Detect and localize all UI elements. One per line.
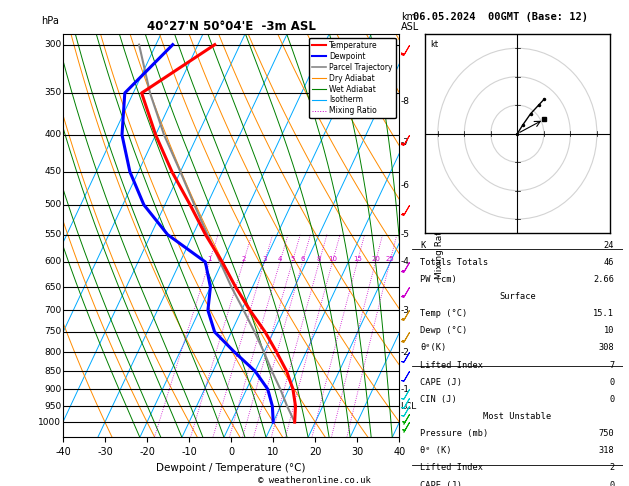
Text: 2: 2 <box>241 256 245 262</box>
Text: Lifted Index: Lifted Index <box>420 464 484 472</box>
Text: 750: 750 <box>44 328 61 336</box>
Text: 350: 350 <box>44 88 61 98</box>
Text: Dewp (°C): Dewp (°C) <box>420 326 468 335</box>
Text: Temp (°C): Temp (°C) <box>420 309 468 318</box>
Text: -6: -6 <box>400 181 409 190</box>
Text: K: K <box>420 241 426 249</box>
Text: ASL: ASL <box>401 22 420 32</box>
Text: 15.1: 15.1 <box>593 309 615 318</box>
Text: 2: 2 <box>609 464 615 472</box>
Text: 318: 318 <box>599 446 615 455</box>
Text: 550: 550 <box>44 230 61 239</box>
Text: Pressure (mb): Pressure (mb) <box>420 429 489 438</box>
Text: 0: 0 <box>609 395 615 404</box>
X-axis label: Dewpoint / Temperature (°C): Dewpoint / Temperature (°C) <box>157 463 306 473</box>
Text: 25: 25 <box>386 256 394 262</box>
Text: CAPE (J): CAPE (J) <box>420 378 462 387</box>
Text: 15: 15 <box>353 256 362 262</box>
Text: Totals Totals: Totals Totals <box>420 258 489 267</box>
Text: 800: 800 <box>44 347 61 357</box>
Text: 950: 950 <box>44 401 61 411</box>
Text: 10: 10 <box>604 326 615 335</box>
Text: 0: 0 <box>609 378 615 387</box>
Text: Most Unstable: Most Unstable <box>483 412 552 421</box>
Text: 7: 7 <box>609 361 615 369</box>
Legend: Temperature, Dewpoint, Parcel Trajectory, Dry Adiabat, Wet Adiabat, Isotherm, Mi: Temperature, Dewpoint, Parcel Trajectory… <box>309 38 396 119</box>
Text: 06.05.2024  00GMT (Base: 12): 06.05.2024 00GMT (Base: 12) <box>413 12 588 22</box>
Text: 10: 10 <box>328 256 337 262</box>
Text: 300: 300 <box>44 40 61 49</box>
Text: © weatheronline.co.uk: © weatheronline.co.uk <box>258 476 371 485</box>
Text: -1: -1 <box>400 384 409 394</box>
Text: 400: 400 <box>44 130 61 139</box>
Text: Lifted Index: Lifted Index <box>420 361 484 369</box>
Text: 1: 1 <box>207 256 211 262</box>
Text: -5: -5 <box>400 230 409 239</box>
Text: θᵉ(K): θᵉ(K) <box>420 344 447 352</box>
Text: 900: 900 <box>44 384 61 394</box>
Text: km: km <box>401 12 416 22</box>
Text: 3: 3 <box>262 256 267 262</box>
Text: 500: 500 <box>44 200 61 209</box>
Text: -3: -3 <box>400 306 409 315</box>
Text: 4: 4 <box>278 256 282 262</box>
Text: 8: 8 <box>317 256 321 262</box>
Text: -4: -4 <box>400 258 409 266</box>
Text: 46: 46 <box>604 258 615 267</box>
Text: LCL: LCL <box>400 401 416 411</box>
Text: 700: 700 <box>44 306 61 315</box>
Text: Mixing Ratio (g/kg): Mixing Ratio (g/kg) <box>435 193 444 278</box>
Text: CIN (J): CIN (J) <box>420 395 457 404</box>
Text: 750: 750 <box>599 429 615 438</box>
Text: kt: kt <box>430 40 438 49</box>
Text: 650: 650 <box>44 282 61 292</box>
Text: 450: 450 <box>44 167 61 176</box>
Text: 6: 6 <box>301 256 305 262</box>
Text: 20: 20 <box>371 256 380 262</box>
Text: 24: 24 <box>604 241 615 249</box>
Text: -8: -8 <box>400 97 409 106</box>
Title: 40°27'N 50°04'E  -3m ASL: 40°27'N 50°04'E -3m ASL <box>147 20 316 33</box>
Text: 5: 5 <box>290 256 294 262</box>
Text: θᵉ (K): θᵉ (K) <box>420 446 452 455</box>
Text: CAPE (J): CAPE (J) <box>420 481 462 486</box>
Text: 850: 850 <box>44 366 61 376</box>
Text: -2: -2 <box>400 347 409 357</box>
Text: 600: 600 <box>44 258 61 266</box>
Text: 1000: 1000 <box>38 417 61 427</box>
Text: hPa: hPa <box>41 16 59 26</box>
Text: 308: 308 <box>599 344 615 352</box>
Text: PW (cm): PW (cm) <box>420 275 457 284</box>
Text: 2.66: 2.66 <box>593 275 615 284</box>
Text: -7: -7 <box>400 138 409 147</box>
Text: 0: 0 <box>609 481 615 486</box>
Text: Surface: Surface <box>499 292 536 301</box>
